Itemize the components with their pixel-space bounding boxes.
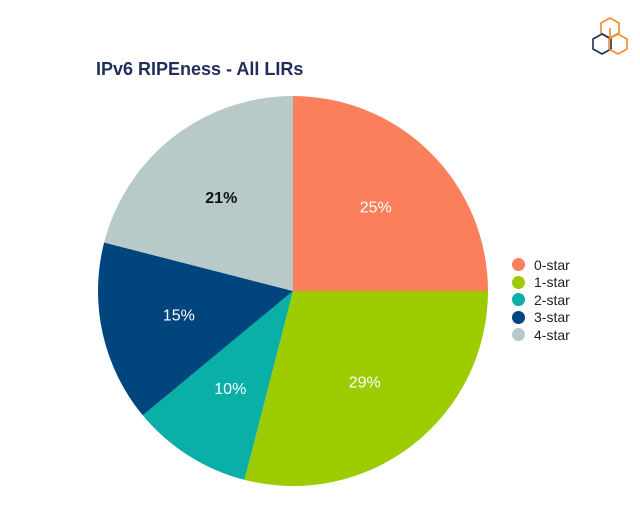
legend-swatch [512,293,525,307]
legend-label: 0-star [534,256,570,273]
pie-slice-3-star [98,242,294,416]
legend-swatch [512,258,525,272]
legend-item-4-star: 4-star [512,326,570,344]
legend-item-0-star: 0-star [512,256,570,274]
slice-label-4-star: 21% [205,190,237,207]
legend-swatch [512,328,525,342]
pie-slice-0-star [293,96,488,291]
legend: 0-star 1-star 2-star 3-star 4-star [512,256,570,344]
chart-title: IPv6 RIPEness - All LIRs [96,59,304,79]
legend-item-1-star: 1-star [512,274,570,292]
legend-item-3-star: 3-star [512,309,570,327]
legend-swatch [512,310,525,324]
legend-label: 3-star [534,309,570,326]
legend-swatch [512,275,525,289]
ripe-ncc-logo-icon [592,17,628,55]
slice-label-3-star: 15% [163,308,195,325]
slice-label-1-star: 29% [349,375,381,392]
slice-label-0-star: 25% [360,199,392,216]
legend-item-2-star: 2-star [512,291,570,309]
slice-label-2-star: 10% [214,381,246,398]
legend-label: 4-star [534,326,570,343]
legend-label: 1-star [534,274,570,291]
pie-slice-1-star [244,291,488,486]
legend-label: 2-star [534,291,570,308]
pie-slice-2-star [142,291,293,480]
pie-slice-4-star [104,96,293,291]
